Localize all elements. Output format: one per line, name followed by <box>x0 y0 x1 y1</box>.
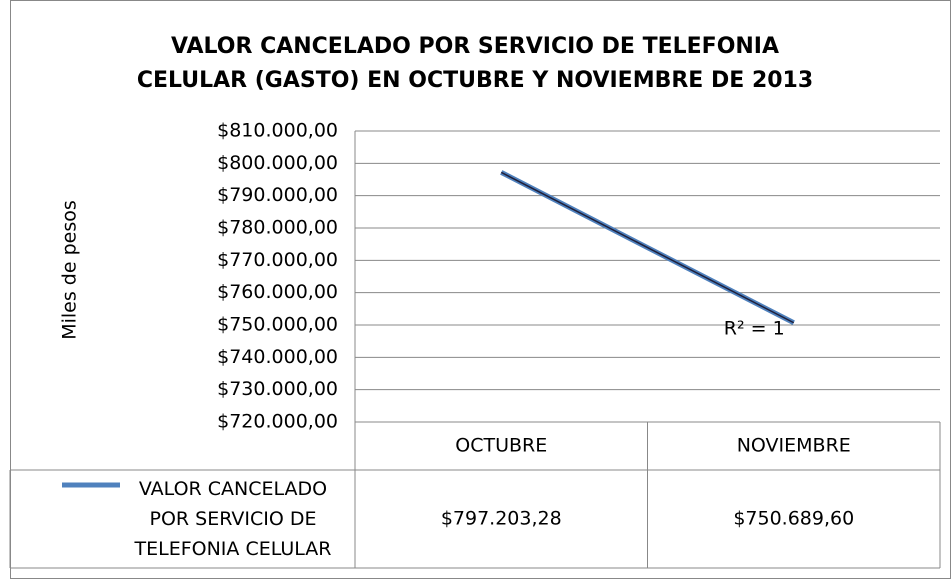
y-tick-label: $720.000,00 <box>217 411 338 433</box>
x-tick-label: NOVIEMBRE <box>737 435 851 457</box>
x-tick-label: OCTUBRE <box>455 435 547 457</box>
trendline-annotation: R² = 1 <box>724 317 785 339</box>
trendline <box>500 171 795 324</box>
y-tick-label: $790.000,00 <box>217 184 338 206</box>
y-axis-label: Miles de pesos <box>59 200 81 340</box>
chart-title: VALOR CANCELADO POR SERVICIO DE TELEFONI… <box>136 34 814 93</box>
legend-label: VALOR CANCELADO POR SERVICIO DE TELEFONI… <box>134 478 332 560</box>
y-tick-label: $740.000,00 <box>217 346 338 368</box>
table-value: $750.689,60 <box>733 508 854 530</box>
y-tick-label: $760.000,00 <box>217 281 338 303</box>
y-tick-label: $730.000,00 <box>217 378 338 400</box>
y-tick-label: $770.000,00 <box>217 249 338 271</box>
y-tick-label: $780.000,00 <box>217 217 338 239</box>
y-tick-label: $750.000,00 <box>217 314 338 336</box>
y-tick-label: $800.000,00 <box>217 152 338 174</box>
y-tick-label: $810.000,00 <box>217 120 338 142</box>
table-value: $797.203,28 <box>441 508 562 530</box>
